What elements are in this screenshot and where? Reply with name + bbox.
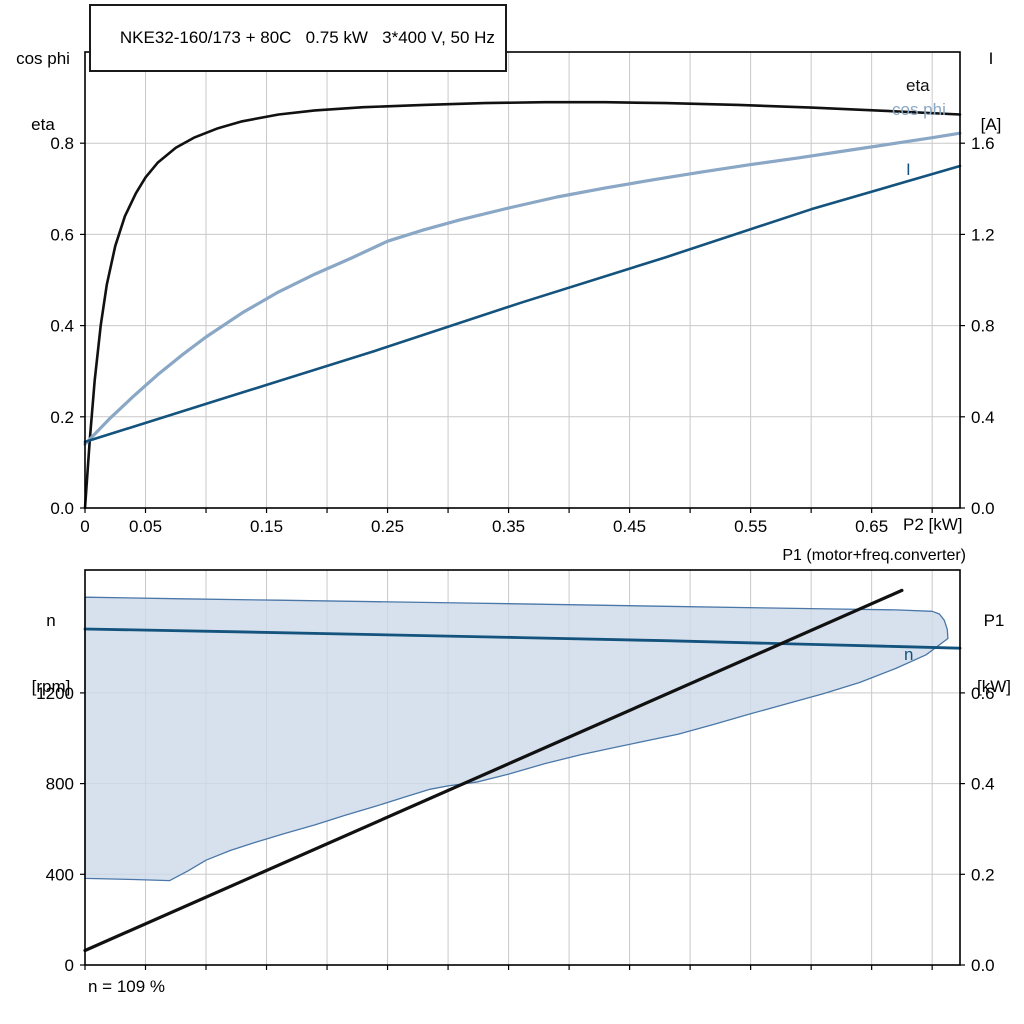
left-axis-title-bottom-line2: [rpm] [31,677,71,696]
svg-text:1.6: 1.6 [971,134,995,153]
svg-text:0.45: 0.45 [613,517,646,536]
x-axis-label: P2 [kW] [903,515,963,534]
svg-text:400: 400 [46,865,74,884]
svg-text:0.6: 0.6 [971,684,995,703]
p1-curve-label: P1 (motor+freq.converter) [782,547,966,564]
svg-text:0.6: 0.6 [50,225,74,244]
svg-text:0.25: 0.25 [371,517,404,536]
svg-text:0.0: 0.0 [50,499,74,518]
left-axis-title-bottom-line1: n [46,611,56,630]
n-curve-label: n [904,645,914,664]
eta-curve-label: eta [906,76,930,95]
svg-text:0.55: 0.55 [734,517,767,536]
left-axis-title-line1: cos phi [16,49,70,68]
svg-text:0.2: 0.2 [50,408,74,427]
left-axis-title-top-chart: cos phi eta [4,4,82,180]
svg-text:0.4: 0.4 [50,317,74,336]
svg-text:0.2: 0.2 [971,865,995,884]
svg-text:0.15: 0.15 [250,517,283,536]
svg-text:0.05: 0.05 [129,517,162,536]
svg-text:1.2: 1.2 [971,225,995,244]
svg-text:0.35: 0.35 [492,517,525,536]
svg-text:0.4: 0.4 [971,775,995,794]
svg-text:0: 0 [65,956,74,975]
chart-title: NKE32-160/173 + 80C 0.75 kW 3*400 V, 50 … [119,28,495,47]
svg-text:800: 800 [46,775,74,794]
svg-text:0.8: 0.8 [50,134,74,153]
right-axis-title-bottom-line2: [kW] [977,677,1011,696]
svg-text:1200: 1200 [36,684,74,703]
right-axis-title-line1: I [988,49,994,68]
right-axis-title-line2: [A] [980,115,1002,134]
svg-text:0.0: 0.0 [971,499,995,518]
svg-text:0.65: 0.65 [855,517,888,536]
left-axis-title-bottom-chart: n [rpm] [18,566,84,742]
left-axis-title-line2: eta [31,115,55,134]
speed-percentage-footnote: n = 109 % [88,977,166,996]
svg-text:0.4: 0.4 [971,408,995,427]
right-axis-title-top-chart: I [A] [962,4,1020,180]
chart-title-box: NKE32-160/173 + 80C 0.75 kW 3*400 V, 50 … [89,4,507,72]
right-axis-title-bottom-line1: P1 [983,611,1005,630]
svg-text:0.8: 0.8 [971,317,995,336]
svg-text:0.0: 0.0 [971,956,995,975]
svg-text:0: 0 [80,517,89,536]
current-curve-label: I [906,160,911,179]
right-axis-title-bottom-chart: P1 [kW] [966,566,1022,742]
cos-phi-curve-label: cos phi [892,100,946,119]
